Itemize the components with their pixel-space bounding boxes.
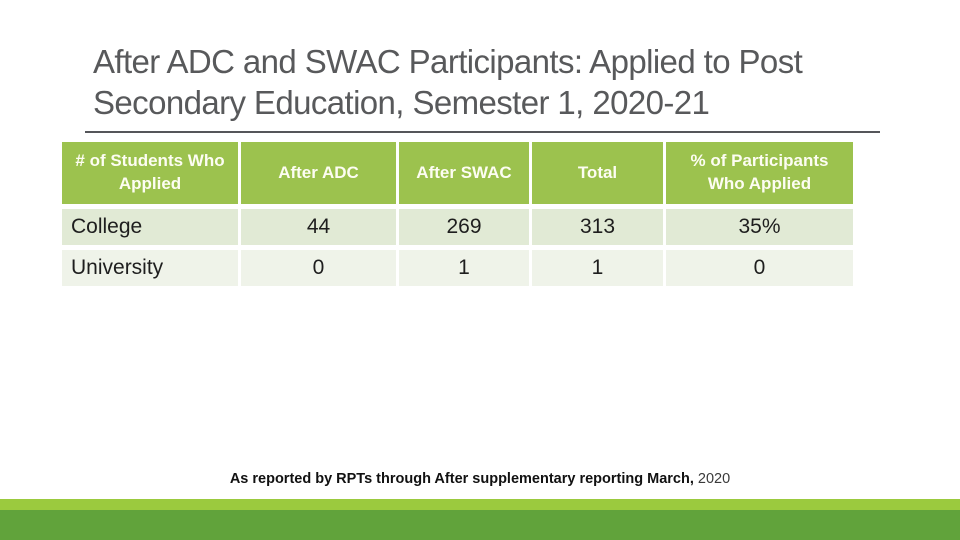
table-cell-university-label: University bbox=[62, 250, 238, 286]
table-cell-college-total: 313 bbox=[532, 209, 663, 245]
table-cell-university-after-adc: 0 bbox=[241, 250, 396, 286]
table-header-students-applied: # of Students Who Applied bbox=[62, 142, 238, 204]
participants-table: # of Students Who Applied After ADC Afte… bbox=[62, 142, 853, 286]
table-cell-college-label: College bbox=[62, 209, 238, 245]
table-cell-university-after-swac: 1 bbox=[399, 250, 529, 286]
source-note-year: 2020 bbox=[697, 471, 731, 487]
table-cell-college-after-adc: 44 bbox=[241, 209, 396, 245]
source-note: As reported by RPTs through After supple… bbox=[0, 471, 960, 487]
bottom-accent-stripe bbox=[0, 499, 960, 510]
table-cell-college-after-swac: 269 bbox=[399, 209, 529, 245]
source-note-text: As reported by RPTs through After supple… bbox=[229, 471, 694, 487]
table-cell-university-total: 1 bbox=[532, 250, 663, 286]
slide-title: After ADC and SWAC Participants: Applied… bbox=[93, 43, 803, 121]
table-header-after-swac: After SWAC bbox=[399, 142, 529, 204]
table-header-pct-participants: % of Participants Who Applied bbox=[666, 142, 853, 204]
title-divider bbox=[85, 131, 880, 133]
table-header-total: Total bbox=[532, 142, 663, 204]
table-header-after-adc: After ADC bbox=[241, 142, 396, 204]
table-cell-college-pct: 35% bbox=[666, 209, 853, 245]
table-grid: # of Students Who Applied After ADC Afte… bbox=[62, 142, 853, 286]
bottom-bar: 8 bbox=[0, 510, 960, 540]
table-cell-university-pct: 0 bbox=[666, 250, 853, 286]
